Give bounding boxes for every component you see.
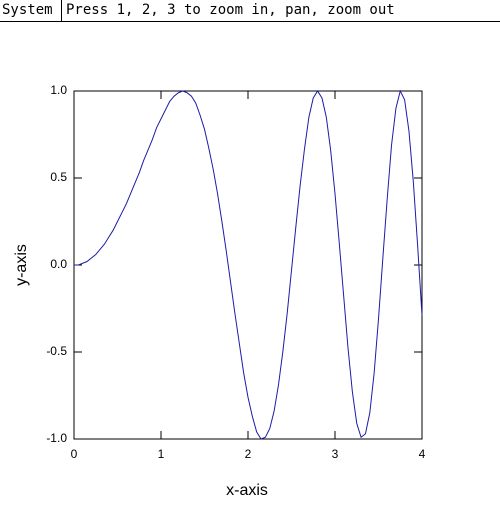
x-axis-label: x-axis <box>226 482 268 499</box>
system-button[interactable]: System <box>0 0 62 21</box>
x-tick-label: 1 <box>158 447 165 461</box>
x-tick-label: 3 <box>332 447 339 461</box>
menu-bar: System Press 1, 2, 3 to zoom in, pan, zo… <box>0 0 500 22</box>
curve <box>74 89 423 440</box>
y-tick-label: 1.0 <box>50 83 67 97</box>
y-tick-label: 0.5 <box>50 170 67 184</box>
y-tick-label: -0.5 <box>46 344 67 358</box>
x-tick-label: 0 <box>71 447 78 461</box>
x-tick-label: 2 <box>245 447 252 461</box>
status-message: Press 1, 2, 3 to zoom in, pan, zoom out <box>66 2 395 18</box>
plot-frame <box>73 90 423 440</box>
y-tick-label: 0.0 <box>50 257 67 271</box>
y-axis-label: y-axis <box>13 244 30 286</box>
y-tick-label: -1.0 <box>46 431 67 445</box>
x-tick-label: 4 <box>419 447 426 461</box>
